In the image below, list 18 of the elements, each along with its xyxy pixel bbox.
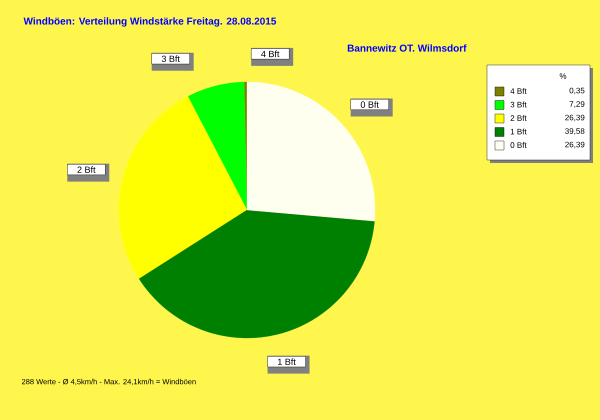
legend-label: 4 Bft (510, 88, 527, 94)
legend-title: % (560, 73, 566, 79)
legend-label: 2 Bft (510, 115, 527, 121)
legend-label: 1 Bft (510, 128, 527, 134)
slice-label: 0 Bft (360, 101, 379, 108)
data-label: 7,29 (570, 101, 584, 108)
slice-label: 2 Bft (77, 166, 96, 173)
slice-label: 1 Bft (278, 358, 296, 365)
legend-label: 0 Bft (510, 142, 527, 148)
data-label: 26,39 (565, 114, 584, 122)
chart-title: Windböen: Verteilung Windstärke Freitag. 28.08.2015 (24, 17, 276, 27)
legend-label: 3 Bft (510, 102, 527, 108)
data-label: 39,58 (565, 128, 584, 135)
category-label: 3 Bft (162, 55, 180, 62)
data-label: 0,35 (570, 88, 584, 94)
chart-subtitle: Bannewitz OT. Wilmsdorf (348, 44, 467, 52)
category-label: 4 Bft (261, 50, 280, 58)
data-label: 26,39 (565, 142, 584, 148)
